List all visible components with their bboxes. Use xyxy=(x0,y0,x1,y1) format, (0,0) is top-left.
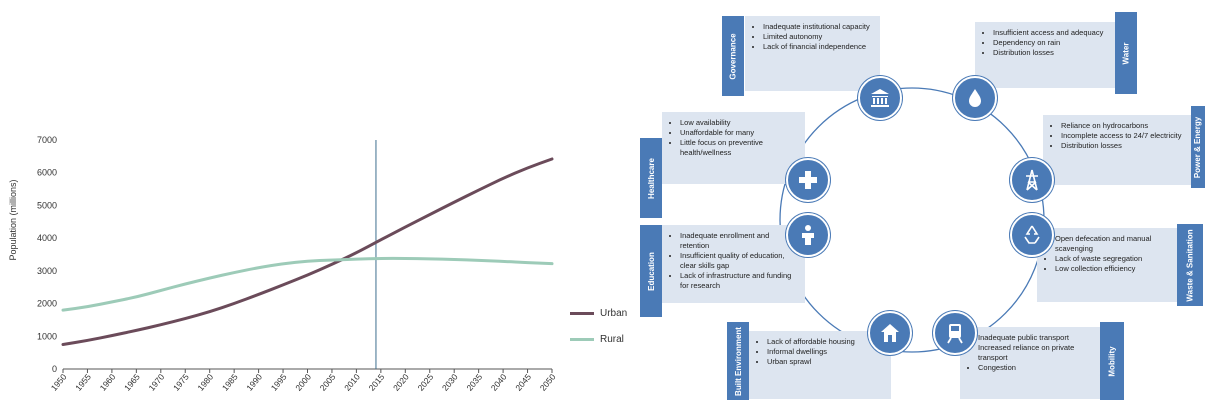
x-tick-label: 1955 xyxy=(73,372,93,393)
legend-swatch-rural xyxy=(570,338,594,341)
list-item: Distribution losses xyxy=(993,48,1107,58)
list-item: Insufficient access and adequacy xyxy=(993,28,1107,38)
recycle-icon xyxy=(1010,213,1054,257)
legend-label-urban: Urban xyxy=(600,308,628,319)
house-icon xyxy=(868,311,912,355)
list-item: Inadequate institutional capacity xyxy=(763,22,872,32)
legend-item-rural: Rural xyxy=(570,334,624,345)
x-tick-label: 2015 xyxy=(367,372,387,393)
x-tick-label: 2020 xyxy=(391,372,411,393)
box-waste: Open defecation and manual scavenging La… xyxy=(1037,228,1177,302)
category-power: Power & Energy xyxy=(1191,106,1205,188)
list-item: Limited autonomy xyxy=(763,32,872,42)
medical-cross-icon xyxy=(786,158,830,202)
population-chart: Population (millions) 0 1000 2000 3000 4000 5… xyxy=(8,135,558,393)
x-tick-label: 1965 xyxy=(122,372,142,393)
y-tick-label: 3000 xyxy=(37,266,57,276)
box-mobility: Inadequate public transport Increased re… xyxy=(960,327,1100,399)
list-item: Reliance on hydrocarbons xyxy=(1061,121,1183,131)
box-water: Insufficient access and adequacy Depende… xyxy=(975,22,1115,88)
category-water: Water xyxy=(1115,12,1137,94)
list-item: Congestion xyxy=(978,363,1092,373)
legend-label-rural: Rural xyxy=(600,334,624,345)
y-tick-label: 4000 xyxy=(37,233,57,243)
category-governance: Governance xyxy=(722,16,744,96)
x-tick-label: 2005 xyxy=(318,372,338,393)
box-education: Inadequate enrollment and retention Insu… xyxy=(662,225,805,303)
x-tick-label: 2000 xyxy=(293,372,313,393)
list-item: Lack of affordable housing xyxy=(767,337,883,347)
list-item: Dependency on rain xyxy=(993,38,1107,48)
y-axis-label: Population (millions) xyxy=(8,179,18,260)
power-tower-icon xyxy=(1010,158,1054,202)
list-item: Informal dwellings xyxy=(767,347,883,357)
list-item: Inadequate public transport xyxy=(978,333,1092,343)
x-tick-label: 1950 xyxy=(49,372,69,393)
student-icon xyxy=(786,213,830,257)
x-tick-label: 1975 xyxy=(171,372,191,393)
x-tick-label: 1980 xyxy=(195,372,215,393)
list-item: Inadequate enrollment and retention xyxy=(680,231,797,251)
list-item: Open defecation and manual scavenging xyxy=(1055,234,1169,254)
y-tick-label: 7000 xyxy=(37,135,57,145)
box-built-environment: Lack of affordable housing Informal dwel… xyxy=(749,331,891,399)
x-tick-label: 2050 xyxy=(538,372,558,393)
train-icon xyxy=(933,311,977,355)
category-education: Education xyxy=(640,225,662,317)
legend-item-urban: Urban xyxy=(570,308,627,319)
legend-swatch-urban xyxy=(570,312,594,315)
category-waste: Waste & Sanitation xyxy=(1177,224,1203,306)
box-governance: Inadequate institutional capacity Limite… xyxy=(745,16,880,91)
box-power: Reliance on hydrocarbons Incomplete acce… xyxy=(1043,115,1191,185)
box-healthcare: Low availability Unaffordable for many L… xyxy=(662,112,805,184)
y-tick-label: 5000 xyxy=(37,200,57,210)
x-tick-label: 1990 xyxy=(244,372,264,393)
x-axis-ticks: 1950 1955 1960 1965 1970 1975 1980 1985 1990 1995… xyxy=(49,369,558,393)
x-tick-label: 2010 xyxy=(342,372,362,393)
x-tick-label: 1985 xyxy=(220,372,240,393)
government-building-icon xyxy=(858,76,902,120)
list-item: Distribution losses xyxy=(1061,141,1183,151)
list-item: Low availability xyxy=(680,118,797,128)
x-tick-label: 1970 xyxy=(147,372,167,393)
x-tick-label: 2040 xyxy=(489,372,509,393)
list-item: Insufficient quality of education, clear… xyxy=(680,251,797,271)
x-tick-label: 2030 xyxy=(440,372,460,393)
list-item: Little focus on preventive health/wellne… xyxy=(680,138,797,158)
list-item: Lack of financial independence xyxy=(763,42,872,52)
x-tick-label: 1960 xyxy=(98,372,118,393)
series-line-urban xyxy=(61,157,554,346)
water-drop-icon xyxy=(953,76,997,120)
list-item: Lack of infrastructure and funding for r… xyxy=(680,271,797,291)
x-tick-label: 2025 xyxy=(415,372,435,393)
x-tick-label: 2045 xyxy=(513,372,533,393)
y-axis-ticks: 0 1000 2000 3000 4000 5000 6000 7000 xyxy=(37,135,57,374)
x-tick-label: 2035 xyxy=(464,372,484,393)
list-item: Lack of waste segregation xyxy=(1055,254,1169,264)
y-tick-label: 2000 xyxy=(37,299,57,309)
series-line-rural xyxy=(61,256,554,312)
category-healthcare: Healthcare xyxy=(640,138,662,218)
category-built-environment: Built Environment xyxy=(727,322,749,400)
list-item: Increased reliance on private transport xyxy=(978,343,1092,363)
y-tick-label: 0 xyxy=(52,364,57,374)
list-item: Urban sprawl xyxy=(767,357,883,367)
list-item: Low collection efficiency xyxy=(1055,264,1169,274)
x-tick-label: 1995 xyxy=(269,372,289,393)
list-item: Unaffordable for many xyxy=(680,128,797,138)
category-mobility: Mobility xyxy=(1100,322,1124,400)
series-lines xyxy=(61,157,554,346)
y-tick-label: 1000 xyxy=(37,331,57,341)
y-tick-label: 6000 xyxy=(37,168,57,178)
list-item: Incomplete access to 24/7 electricity xyxy=(1061,131,1183,141)
